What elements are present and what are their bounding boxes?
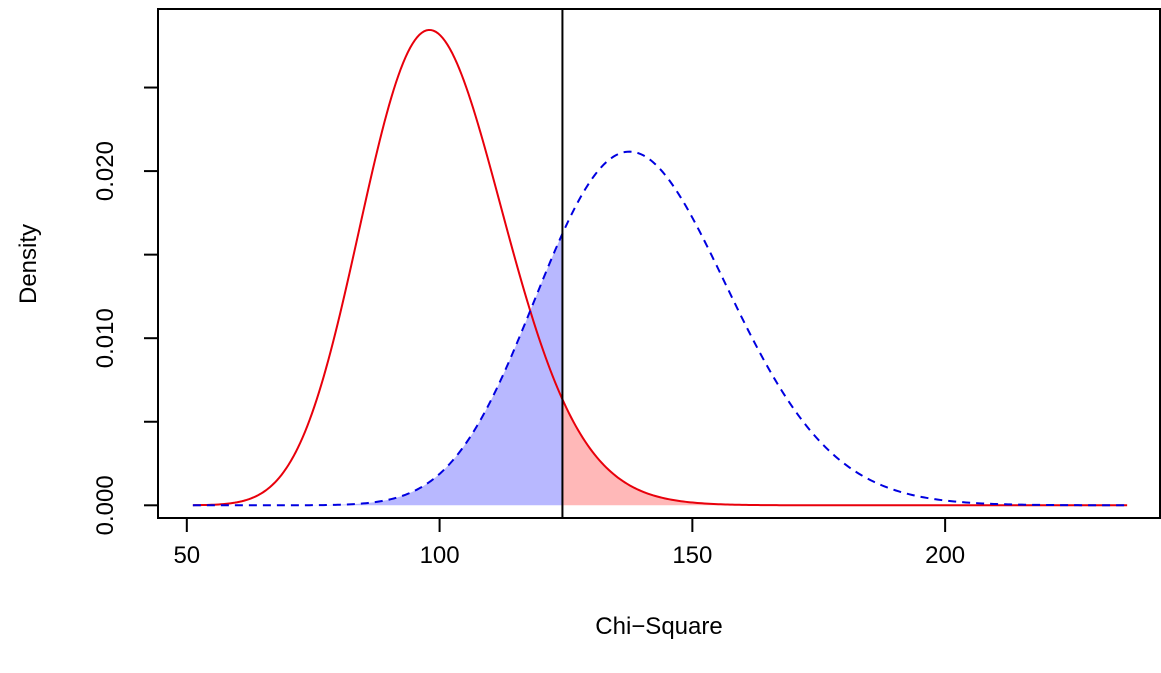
x-axis-label: Chi−Square	[595, 613, 722, 640]
x-axis: 50 100 150 200	[173, 517, 965, 569]
shaded-areas	[192, 233, 1128, 506]
series-2-density-line	[192, 150, 1128, 507]
series-2-shaded-area	[192, 233, 563, 506]
y-tick-label: 0.020	[92, 141, 119, 201]
y-tick-label: 0.010	[92, 308, 119, 368]
series-1-shaded-area	[562, 399, 1128, 506]
x-tick-label: 50	[173, 542, 200, 569]
plot-frame	[157, 8, 1161, 519]
x-tick-label: 150	[672, 542, 712, 569]
y-tick-label: 0.000	[92, 475, 119, 535]
x-tick-label: 100	[420, 542, 460, 569]
x-tick-label: 200	[925, 542, 965, 569]
y-axis: 0.000 0.010 0.020	[92, 86, 159, 535]
series-1-density-line	[192, 28, 1128, 507]
density-curves	[192, 28, 1128, 507]
y-axis-label: Density	[15, 224, 42, 304]
